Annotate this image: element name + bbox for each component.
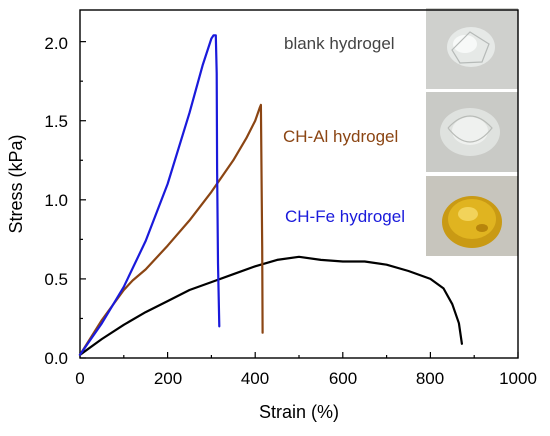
y-tick-label: 1.5 [44, 112, 68, 131]
y-tick-label: 1.0 [44, 191, 68, 210]
label-blank-hydrogel: blank hydrogel [284, 34, 395, 53]
hydrogel-photos [426, 8, 518, 256]
blank-hydrogel-photo [426, 8, 518, 89]
x-tick-label: 600 [329, 369, 357, 388]
x-tick-label: 1000 [499, 369, 537, 388]
x-tick-label: 200 [154, 369, 182, 388]
y-tick-labels: 0.0 0.5 1.0 1.5 2.0 [44, 34, 68, 368]
x-tick-labels: 0 200 400 600 800 1000 [75, 369, 537, 388]
y-tick-label: 0.5 [44, 270, 68, 289]
y-axis-title: Stress (kPa) [6, 134, 26, 233]
x-tick-label: 400 [241, 369, 269, 388]
axis-ticks [79, 41, 519, 359]
x-tick-label: 800 [416, 369, 444, 388]
series-line-ch-fe-hydrogel [78, 34, 221, 356]
series-line-blank-hydrogel [78, 255, 463, 356]
y-tick-label: 2.0 [44, 34, 68, 53]
series-line-ch-al-hydrogel [78, 103, 264, 356]
x-axis-title: Strain (%) [259, 402, 339, 422]
series-layer [78, 34, 463, 356]
label-ch-fe-hydrogel: CH-Fe hydrogel [285, 207, 405, 226]
ch-fe-hydrogel-photo [426, 176, 518, 256]
label-ch-al-hydrogel: CH-Al hydrogel [283, 127, 398, 146]
ch-al-hydrogel-photo [426, 92, 518, 172]
x-tick-label: 0 [75, 369, 84, 388]
y-tick-label: 0.0 [44, 349, 68, 368]
